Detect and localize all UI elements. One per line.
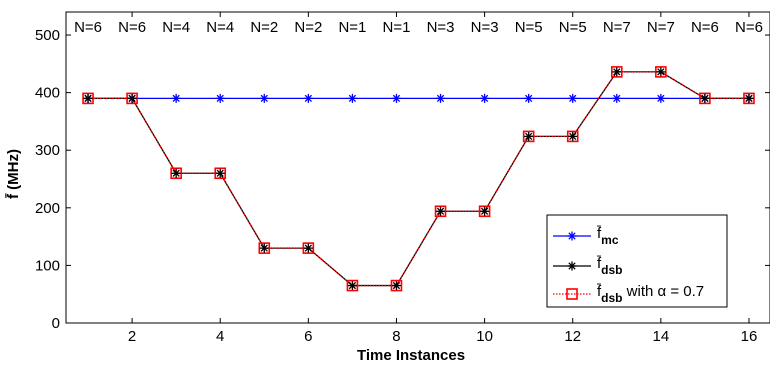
point-dsb-alpha bbox=[214, 167, 227, 180]
point-mc bbox=[480, 93, 490, 103]
point-dsb-alpha bbox=[346, 279, 359, 292]
n-annotation: N=1 bbox=[383, 19, 411, 36]
legend-label: f̄dsb with α = 0.7 bbox=[596, 283, 704, 305]
point-mc bbox=[436, 93, 446, 103]
n-annotation: N=4 bbox=[206, 19, 234, 36]
point-mc bbox=[259, 93, 269, 103]
n-annotation: N=5 bbox=[559, 19, 587, 36]
n-annotation: N=2 bbox=[294, 19, 322, 36]
y-tick-label: 400 bbox=[35, 85, 60, 102]
n-annotation: N=7 bbox=[603, 19, 631, 36]
point-dsb-alpha bbox=[170, 167, 182, 180]
point-dsb-alpha bbox=[478, 205, 491, 218]
y-tick-label: 200 bbox=[35, 200, 60, 217]
point-dsb bbox=[524, 131, 534, 141]
point-mc bbox=[524, 93, 534, 103]
y-tick-label: 500 bbox=[35, 27, 60, 44]
point-dsb-alpha bbox=[655, 66, 667, 78]
point-dsb bbox=[215, 168, 225, 178]
y-axis-ticks: 0 100 200 300 400 500 bbox=[35, 27, 770, 332]
n-annotations: N=6 N=6 N=4 N=4 N=2 N=2 N=1 N=1 N=3 N=3 N=5 N=5 N=7 N… bbox=[74, 19, 763, 36]
point-dsb bbox=[83, 93, 93, 103]
legend-marker bbox=[566, 288, 578, 300]
x-axis-label: Time Instances bbox=[357, 347, 465, 364]
point-dsb-alpha bbox=[566, 130, 579, 143]
point-dsb bbox=[744, 93, 754, 103]
point-dsb-alpha bbox=[610, 66, 623, 78]
point-dsb bbox=[347, 281, 357, 291]
legend-label: f̄dsb bbox=[596, 255, 622, 277]
point-mc bbox=[391, 93, 401, 103]
y-tick-label: 100 bbox=[35, 257, 60, 274]
point-dsb bbox=[303, 243, 313, 253]
plot-frame bbox=[65, 11, 770, 324]
x-tick-label: 2 bbox=[128, 328, 136, 345]
point-dsb bbox=[391, 281, 401, 291]
x-tick-label: 12 bbox=[564, 328, 581, 345]
legend-label: f̄mc bbox=[596, 225, 619, 247]
axes bbox=[65, 11, 770, 324]
y-axis-label: f̄ (MHz) bbox=[4, 149, 22, 199]
point-dsb-alpha bbox=[302, 242, 315, 254]
legend-marker bbox=[567, 231, 577, 241]
point-mc bbox=[568, 93, 578, 103]
x-tick-label: 8 bbox=[392, 328, 400, 345]
point-dsb bbox=[171, 168, 181, 178]
point-mc bbox=[303, 93, 313, 103]
point-dsb bbox=[568, 131, 578, 141]
y-tick-label: 0 bbox=[52, 315, 60, 332]
point-dsb-alpha bbox=[258, 242, 271, 254]
series bbox=[82, 66, 755, 292]
y-tick-label: 300 bbox=[35, 142, 60, 159]
point-mc bbox=[215, 93, 225, 103]
n-annotation: N=1 bbox=[338, 19, 366, 36]
n-annotation: N=5 bbox=[515, 19, 543, 36]
legend-marker bbox=[567, 261, 577, 271]
n-annotation: N=3 bbox=[427, 19, 455, 36]
x-axis-ticks: 2 4 6 8 10 12 14 16 bbox=[128, 12, 757, 345]
n-annotation: N=4 bbox=[162, 19, 190, 36]
x-tick-label: 16 bbox=[741, 328, 758, 345]
point-dsb-alpha bbox=[699, 92, 711, 105]
point-dsb-alpha bbox=[390, 279, 403, 292]
point-dsb bbox=[656, 67, 666, 77]
point-dsb bbox=[436, 206, 446, 216]
n-annotation: N=6 bbox=[118, 19, 146, 36]
point-dsb bbox=[127, 93, 137, 103]
n-annotation: N=6 bbox=[691, 19, 719, 36]
point-mc bbox=[347, 93, 357, 103]
n-annotation: N=2 bbox=[250, 19, 278, 36]
point-dsb-alpha bbox=[434, 205, 447, 218]
n-annotation: N=7 bbox=[647, 19, 675, 36]
x-tick-label: 10 bbox=[476, 328, 493, 345]
point-dsb bbox=[259, 243, 269, 253]
point-dsb-alpha bbox=[126, 92, 138, 105]
x-tick-label: 14 bbox=[653, 328, 670, 345]
n-annotation: N=6 bbox=[74, 19, 102, 36]
point-mc bbox=[612, 93, 622, 103]
legend: f̄mc f̄dsb f̄dsb with α = 0.7 bbox=[546, 214, 728, 308]
point-dsb bbox=[612, 67, 622, 77]
x-tick-label: 4 bbox=[216, 328, 224, 345]
point-dsb-alpha bbox=[743, 92, 755, 105]
point-mc bbox=[656, 93, 666, 103]
n-annotation: N=6 bbox=[735, 19, 763, 36]
point-dsb bbox=[700, 93, 710, 103]
point-mc bbox=[171, 93, 181, 103]
series-line-dsb-alpha bbox=[88, 71, 749, 287]
point-dsb-alpha bbox=[82, 92, 94, 105]
n-annotation: N=3 bbox=[471, 19, 499, 36]
point-dsb-alpha bbox=[522, 130, 535, 143]
point-dsb bbox=[480, 206, 490, 216]
x-tick-label: 6 bbox=[304, 328, 312, 345]
